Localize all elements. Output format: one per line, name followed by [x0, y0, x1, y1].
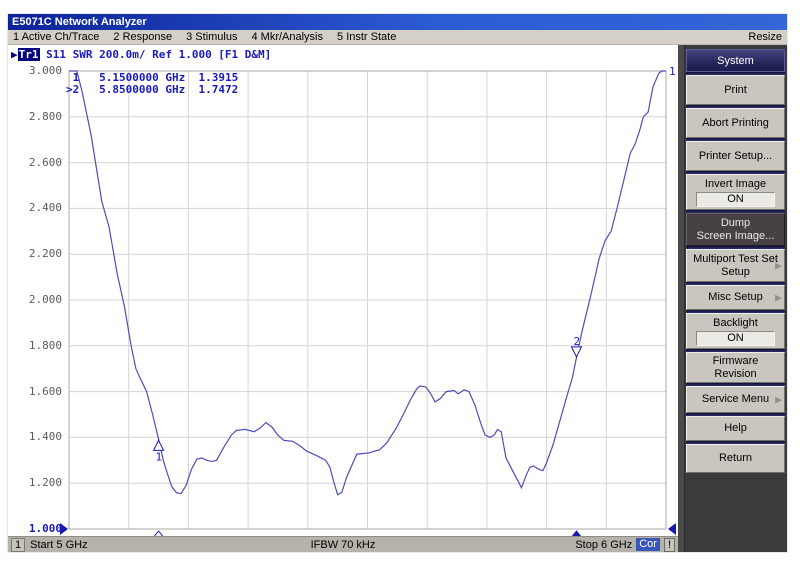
firmware-revision-button[interactable]: Firmware Revision [686, 352, 785, 383]
channel-number-box: 1 [11, 537, 26, 552]
y-axis-tick-label: 2.000 [28, 293, 62, 306]
separator [686, 210, 785, 213]
print-button[interactable]: Print [686, 75, 785, 105]
separator [686, 171, 785, 174]
menu-item-mkr-analysis[interactable]: 4 Mkr/Analysis [251, 31, 324, 43]
marker-2-symbol[interactable] [570, 346, 583, 359]
softkey-menu-title: System [686, 49, 785, 72]
separator [686, 105, 785, 108]
ifbw-label: IFBW 70 kHz [310, 538, 376, 551]
separator [686, 413, 785, 416]
menu-item-resize[interactable]: Resize [748, 31, 782, 43]
submenu-arrow-icon: ▶ [775, 394, 782, 404]
y-axis-tick-label: 1.000 [28, 522, 62, 535]
marker-1-symbol[interactable] [152, 439, 165, 451]
printer-setup-button[interactable]: Printer Setup... [686, 141, 785, 171]
service-menu-button[interactable]: Service Menu ▶ [686, 386, 785, 413]
marker-readout-line-1: 1 5.1500000 GHz 1.3915 [66, 71, 239, 84]
y-axis-tick-label: 1.200 [28, 476, 62, 490]
separator [686, 310, 785, 313]
abort-printing-button[interactable]: Abort Printing [686, 108, 785, 138]
menu-item-active-ch-trace[interactable]: 1 Active Ch/Trace [13, 31, 100, 43]
separator [686, 138, 785, 141]
graph-panel: 1 2 1 ▶Tr1 S11 SWR 200.0m/ Ref 1.000 [F1 D… [8, 45, 678, 536]
y-axis-tick-label: 2.800 [28, 109, 62, 123]
y-axis-tick-label: 1.800 [28, 338, 62, 352]
active-trace-arrow-icon: ▶ [11, 48, 18, 61]
y-axis-tick-label: 3.000 [28, 64, 62, 77]
alert-badge: ! [663, 537, 675, 552]
misc-setup-button[interactable]: Misc Setup ▶ [686, 285, 785, 310]
start-frequency-label: Start 5 GHz [30, 538, 88, 551]
window-title: E5071C Network Analyzer [12, 16, 147, 28]
plot-border [68, 70, 667, 530]
separator [686, 246, 785, 249]
invert-image-state: ON [695, 191, 776, 207]
trace-status-line: ▶Tr1 S11 SWR 200.0m/ Ref 1.000 [F1 D&M] [11, 48, 271, 61]
separator [686, 349, 785, 352]
marker-1-stimulus-icon[interactable] [153, 530, 165, 536]
y-axis-tick-label: 1.400 [28, 430, 62, 444]
separator [686, 441, 785, 444]
instrument-screen: E5071C Network Analyzer 1 Active Ch/Trac… [8, 14, 787, 552]
menu-item-response[interactable]: 2 Response [113, 31, 173, 43]
plot-svg: 1 2 1 [60, 65, 676, 536]
help-button[interactable]: Help [686, 416, 785, 441]
menu-bar: 1 Active Ch/Trace 2 Response 3 Stimulus … [8, 30, 787, 45]
backlight-state: ON [695, 330, 776, 346]
trace-tr1 [69, 70, 666, 496]
menu-item-stimulus[interactable]: 3 Stimulus [186, 31, 238, 43]
marker-2-label: 2 [573, 335, 580, 348]
backlight-toggle[interactable]: Backlight ON [686, 313, 785, 349]
marker-readout-line-2: >2 5.8500000 GHz 1.7472 [66, 83, 239, 96]
separator [686, 383, 785, 386]
multiport-test-set-setup-button[interactable]: Multiport Test Set Setup ▶ [686, 249, 785, 282]
correction-status-badge: Cor [636, 538, 660, 551]
marker-1-label: 1 [156, 450, 163, 463]
softkey-menu: System Print Abort Printing Printer Setu… [678, 45, 787, 552]
return-button[interactable]: Return [686, 444, 785, 473]
y-axis-tick-label: 2.600 [28, 155, 62, 169]
y-axis-tick-label: 2.200 [28, 247, 62, 261]
y-axis-tick-label: 2.400 [28, 201, 62, 215]
submenu-arrow-icon: ▶ [775, 292, 782, 302]
softkey-scroll-strip [678, 45, 685, 552]
menu-item-instr-state[interactable]: 5 Instr State [337, 31, 397, 43]
separator [686, 282, 785, 285]
ref-level-right-icon [668, 523, 676, 535]
title-bar: E5071C Network Analyzer [8, 14, 787, 30]
marker-2-stimulus-icon[interactable] [570, 530, 582, 536]
trace-status-text: S11 SWR 200.0m/ Ref 1.000 [F1 D&M] [39, 48, 272, 61]
y-axis-tick-label: 1.600 [28, 384, 62, 398]
submenu-arrow-icon: ▶ [775, 260, 782, 270]
channel-status-bar: 1 Start 5 GHz IFBW 70 kHz Stop 6 GHz Cor… [8, 536, 678, 552]
invert-image-toggle[interactable]: Invert Image ON [686, 174, 785, 210]
marker-readout: 1 5.1500000 GHz 1.3915 >2 5.8500000 GHz … [66, 72, 238, 96]
trace-id-badge[interactable]: Tr1 [17, 48, 40, 61]
stop-frequency-label: Stop 6 GHz [575, 538, 633, 551]
trace-end-number: 1 [669, 65, 676, 78]
separator [686, 72, 785, 75]
ref-level-left-icon [60, 523, 68, 535]
dump-screen-image-button[interactable]: Dump Screen Image... [686, 213, 785, 246]
